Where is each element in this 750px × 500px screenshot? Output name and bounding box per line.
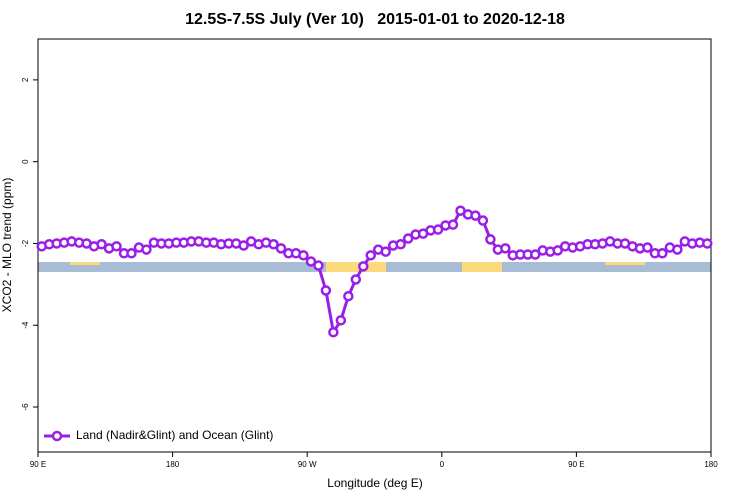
y-tick-label: -4 (21, 321, 30, 329)
data-point (485, 234, 496, 245)
data-point (96, 239, 107, 250)
data-point (328, 326, 339, 338)
data-point (126, 248, 137, 259)
data-point (672, 244, 683, 255)
legend-label: Land (Nadir&Glint) and Ocean (Glint) (76, 428, 273, 442)
data-point (642, 242, 653, 253)
data-point (477, 215, 489, 226)
data-point (238, 240, 249, 251)
data-point (380, 246, 391, 257)
y-tick-label: 2 (21, 77, 30, 82)
x-tick-label: 180 (704, 460, 718, 469)
data-point (500, 243, 511, 254)
data-point (141, 244, 152, 255)
x-tick-label: 90 E (568, 460, 584, 469)
land-strip (462, 262, 502, 272)
y-tick-label: 0 (21, 159, 30, 164)
data-point (402, 233, 414, 244)
data-point (268, 239, 279, 250)
data-point (313, 260, 324, 271)
y-axis-label: XCO2 - MLO trend (ppm) (0, 178, 14, 313)
x-tick-label: 90 E (30, 460, 46, 469)
data-point (350, 274, 362, 285)
y-tick-label: -6 (21, 403, 30, 411)
data-point (358, 261, 369, 272)
data-point (657, 248, 668, 259)
data-point (395, 239, 406, 250)
data-point (298, 250, 309, 261)
chart-title: 12.5S-7.5S July (Ver 10) 2015-01-01 to 2… (185, 11, 565, 28)
x-axis-label: Longitude (deg E) (327, 476, 422, 490)
data-point (343, 290, 354, 302)
data-point (335, 315, 347, 326)
x-tick-label: 90 W (298, 460, 317, 469)
data-point (365, 250, 377, 261)
land-strip (605, 262, 645, 265)
data-point (320, 285, 332, 296)
x-tick-label: 0 (440, 460, 445, 469)
data-point (470, 210, 481, 221)
legend-marker (51, 430, 63, 442)
data-point (305, 256, 317, 267)
data-point (530, 249, 541, 260)
y-tick-label: -2 (21, 239, 30, 247)
land-strip (326, 262, 386, 272)
x-tick-label: 180 (166, 460, 180, 469)
data-point (111, 241, 122, 252)
data-point (432, 224, 444, 235)
data-point (702, 238, 713, 249)
data-point (275, 243, 287, 254)
data-point (447, 219, 459, 230)
land-strip (70, 262, 100, 265)
data-point (552, 245, 563, 256)
surface-strip (38, 262, 711, 272)
